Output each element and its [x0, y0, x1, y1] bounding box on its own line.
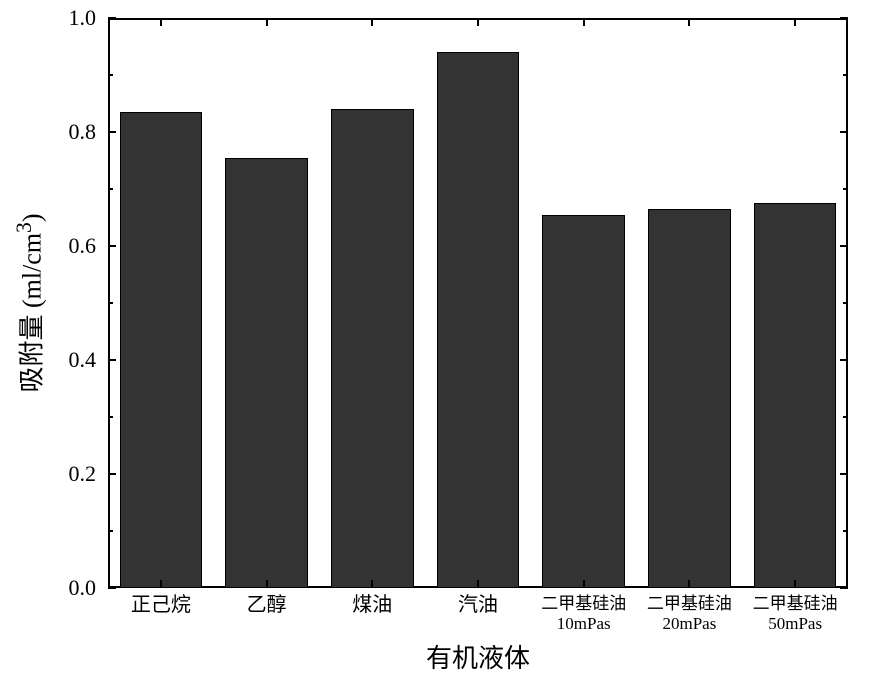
- y-tick-major: [840, 587, 848, 589]
- x-axis-title-text: 有机液体: [426, 644, 530, 673]
- y-tick-label: 0.8: [0, 119, 96, 145]
- x-tick: [688, 18, 690, 26]
- x-tick: [371, 580, 373, 588]
- y-tick-major: [108, 473, 116, 475]
- y-tick-major: [840, 17, 848, 19]
- x-tick: [583, 580, 585, 588]
- y-tick-minor: [108, 530, 113, 532]
- y-tick-label: 1.0: [0, 5, 96, 31]
- x-axis-title: 有机液体: [426, 638, 530, 675]
- x-tick: [688, 580, 690, 588]
- x-tick-label: 正己烷: [131, 594, 191, 617]
- bar: [754, 203, 836, 588]
- x-tick-label: 煤油: [352, 594, 392, 617]
- x-tick-label: 二甲基硅油20mPas: [647, 594, 732, 633]
- x-tick-label: 二甲基硅油50mPas: [753, 594, 838, 633]
- bar: [331, 109, 413, 588]
- x-tick: [160, 18, 162, 26]
- bar: [648, 209, 730, 588]
- y-tick-label: 0.2: [0, 461, 96, 487]
- y-tick-minor: [843, 530, 848, 532]
- y-tick-major: [108, 587, 116, 589]
- y-tick-major: [840, 359, 848, 361]
- adsorption-bar-chart: 吸附量 (ml/cm3) 有机液体 0.00.20.40.60.81.0正己烷乙…: [0, 0, 880, 672]
- x-tick-label: 汽油: [458, 594, 498, 617]
- bar: [542, 215, 624, 588]
- y-tick-minor: [108, 302, 113, 304]
- y-tick-major: [108, 245, 116, 247]
- y-axis-title-suffix: ): [18, 213, 47, 222]
- y-tick-label: 0.6: [0, 233, 96, 259]
- x-tick: [794, 18, 796, 26]
- y-tick-major: [840, 473, 848, 475]
- y-tick-major: [108, 17, 116, 19]
- x-tick: [266, 580, 268, 588]
- bar: [120, 112, 202, 588]
- x-tick: [794, 580, 796, 588]
- x-tick-label: 二甲基硅油10mPas: [541, 594, 626, 633]
- y-tick-minor: [108, 188, 113, 190]
- y-tick-minor: [843, 302, 848, 304]
- y-tick-major: [108, 359, 116, 361]
- y-axis-title-sup: 3: [12, 222, 36, 233]
- y-tick-minor: [108, 416, 113, 418]
- y-tick-minor: [843, 188, 848, 190]
- x-tick: [477, 18, 479, 26]
- y-tick-major: [840, 245, 848, 247]
- bar: [437, 52, 519, 588]
- y-tick-major: [108, 131, 116, 133]
- x-tick: [477, 580, 479, 588]
- x-tick-label: 乙醇: [247, 594, 287, 617]
- x-tick: [583, 18, 585, 26]
- y-tick-minor: [843, 74, 848, 76]
- x-tick: [160, 580, 162, 588]
- y-tick-minor: [843, 416, 848, 418]
- y-tick-label: 0.0: [0, 575, 96, 601]
- x-tick: [266, 18, 268, 26]
- bar: [225, 158, 307, 588]
- y-tick-label: 0.4: [0, 347, 96, 373]
- y-tick-major: [840, 131, 848, 133]
- y-tick-minor: [108, 74, 113, 76]
- x-tick: [371, 18, 373, 26]
